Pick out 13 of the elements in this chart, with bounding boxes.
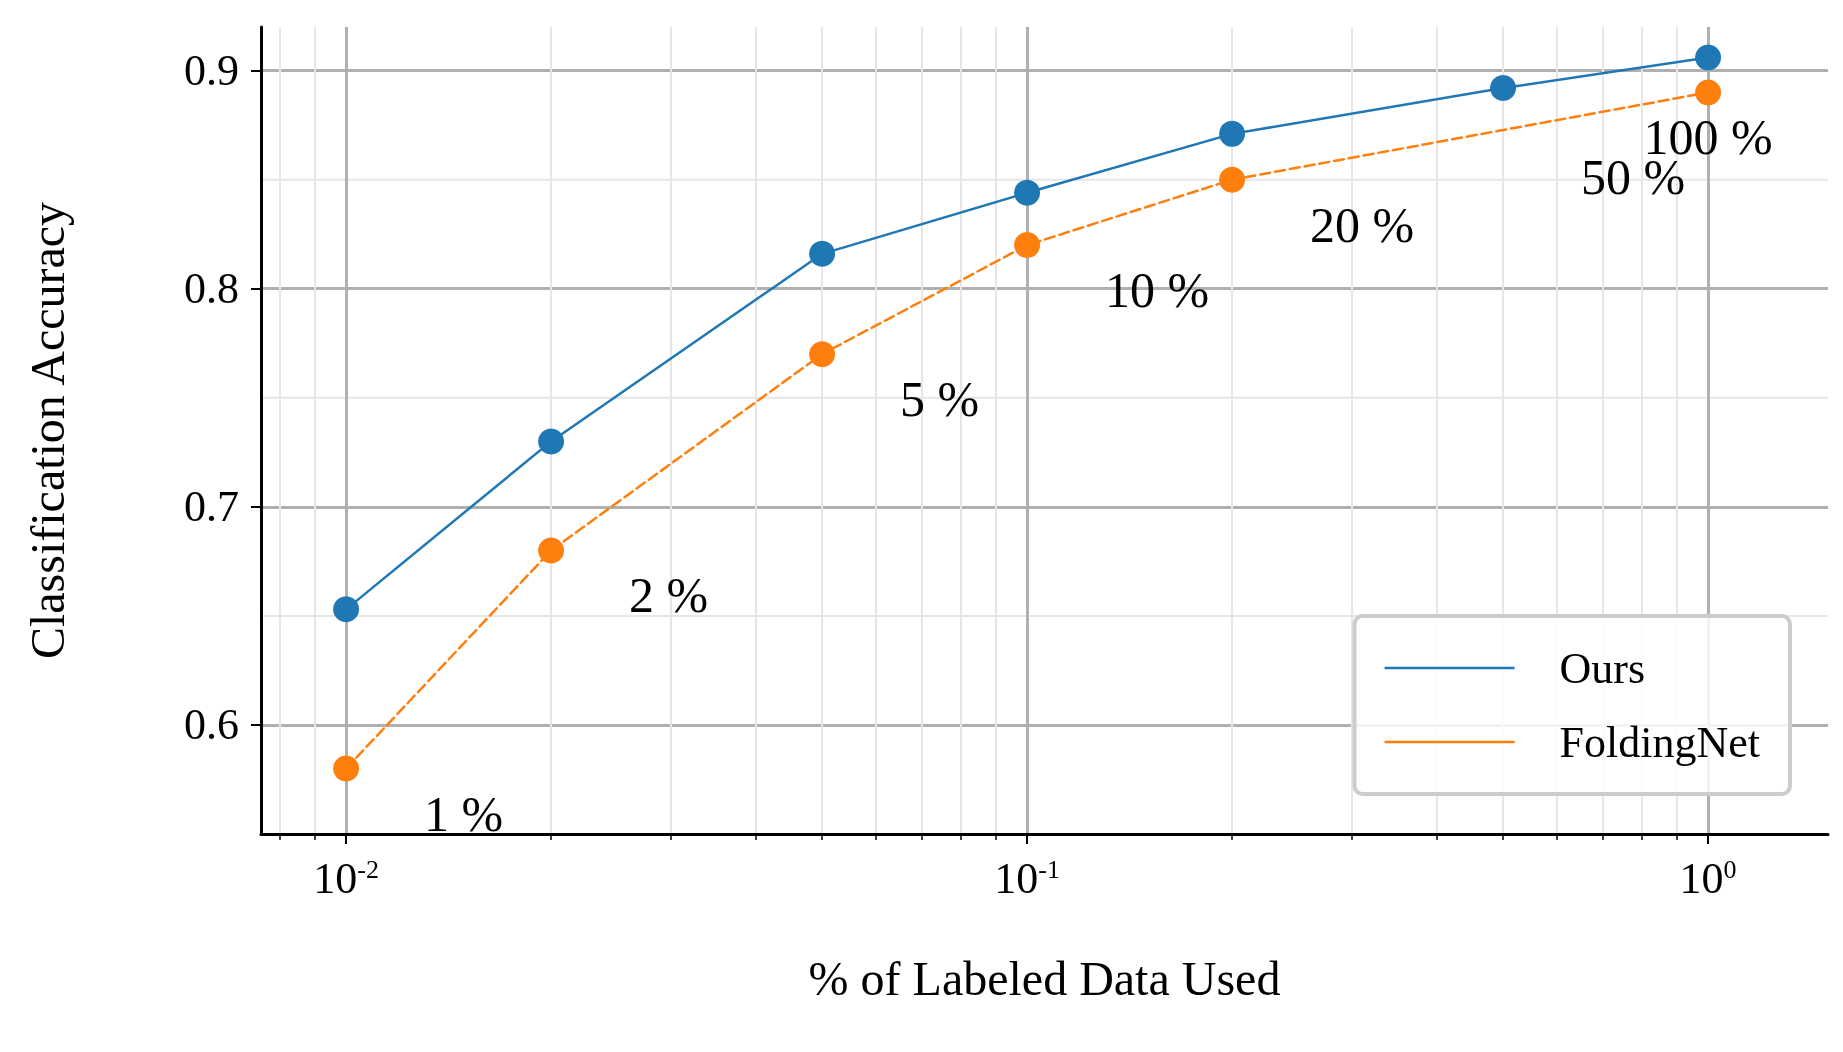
x-axis-title: % of Labeled Data Used xyxy=(808,951,1281,1005)
y-axis-title: Classification Accuracy xyxy=(20,201,74,660)
y-tick-label: 0.7 xyxy=(184,482,239,532)
annotation: 10 % xyxy=(1105,262,1210,319)
legend-label: FoldingNet xyxy=(1559,717,1760,767)
legend-label: Ours xyxy=(1559,643,1646,693)
y-tick-label: 0.6 xyxy=(184,700,239,750)
annotation: 20 % xyxy=(1310,196,1415,253)
annotation: 2 % xyxy=(629,567,709,624)
annotation: 1 % xyxy=(424,785,504,842)
annotation: 5 % xyxy=(900,371,980,428)
y-tick-label: 0.9 xyxy=(184,46,239,96)
y-tick-label: 0.8 xyxy=(184,264,239,314)
